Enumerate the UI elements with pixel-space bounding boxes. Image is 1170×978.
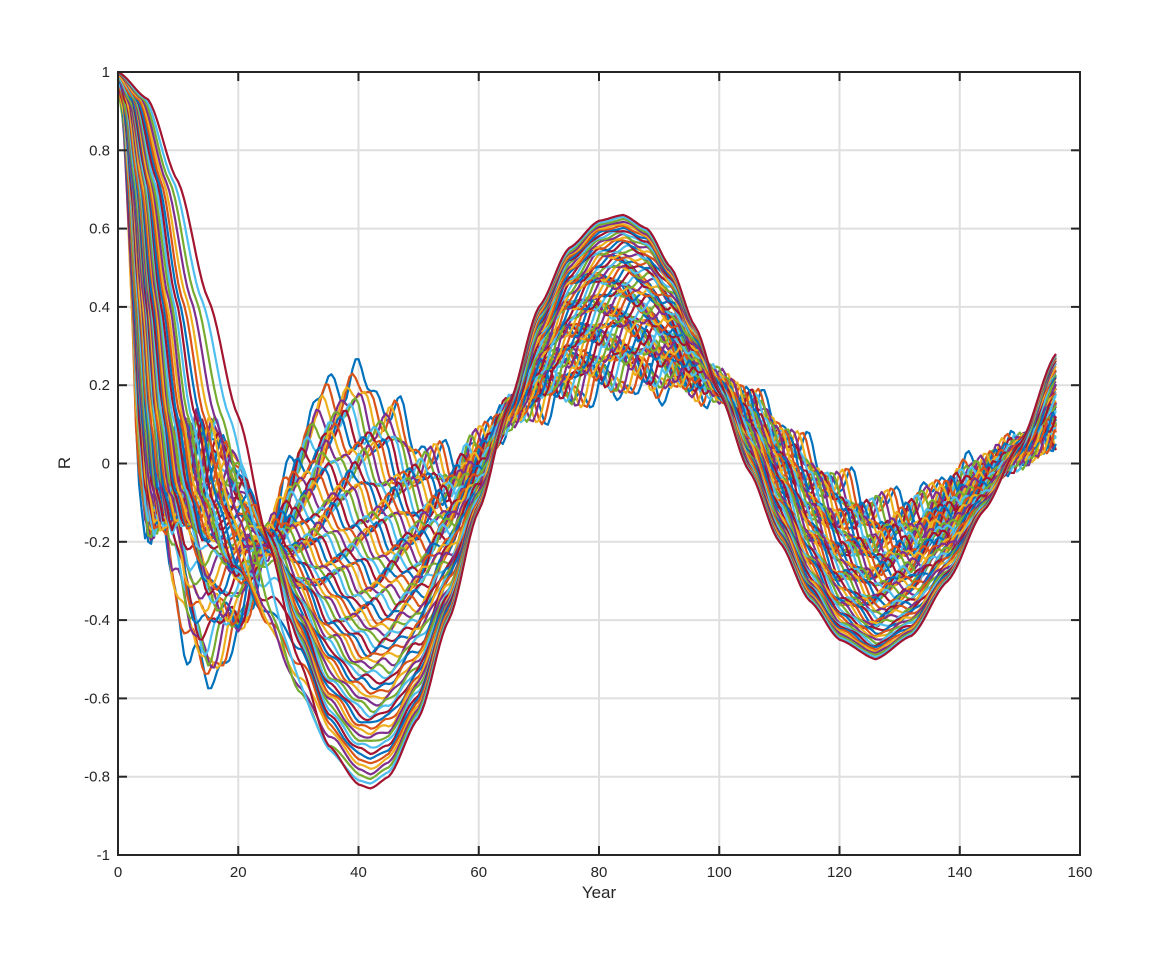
y-tick-label: 0.2 [89,377,110,394]
y-tick-label: -0.6 [84,690,110,707]
y-tick-label: -0.2 [84,534,110,551]
y-tick-label: -0.8 [84,769,110,786]
y-tick-label: -0.4 [84,612,110,629]
axis-ticks [117,71,1081,856]
y-tick-labels: -1 -0.8 -0.6 -0.4 -0.2 0 0.2 0.4 0.6 0.8 1 [84,64,110,864]
y-tick-label: 0.4 [89,299,110,316]
x-tick-label: 40 [350,864,367,881]
series-line [117,71,1057,580]
y-tick-label: 0 [102,456,110,473]
x-tick-label: 0 [114,864,122,881]
series-line [117,71,1057,781]
x-tick-label: 120 [827,864,852,881]
x-tick-label: 20 [230,864,247,881]
x-tick-label: 60 [470,864,487,881]
y-tick-label: 0.6 [89,221,110,238]
x-tick-label: 160 [1067,864,1092,881]
series-line [117,71,1057,785]
series-line [117,71,1057,776]
x-tick-label: 80 [591,864,608,881]
x-tick-label: 100 [707,864,732,881]
x-tick-label: 140 [947,864,972,881]
x-axis-label: Year [582,883,617,902]
x-tick-labels: 0 20 40 60 80 100 120 140 160 [114,864,1093,881]
y-tick-label: 0.8 [89,142,110,159]
series-line [117,71,1057,760]
series-lines [116,70,1057,790]
y-tick-label: 1 [102,64,110,81]
y-tick-label: -1 [97,847,110,864]
series-line [117,71,1057,790]
y-axis-label: R [55,457,74,469]
